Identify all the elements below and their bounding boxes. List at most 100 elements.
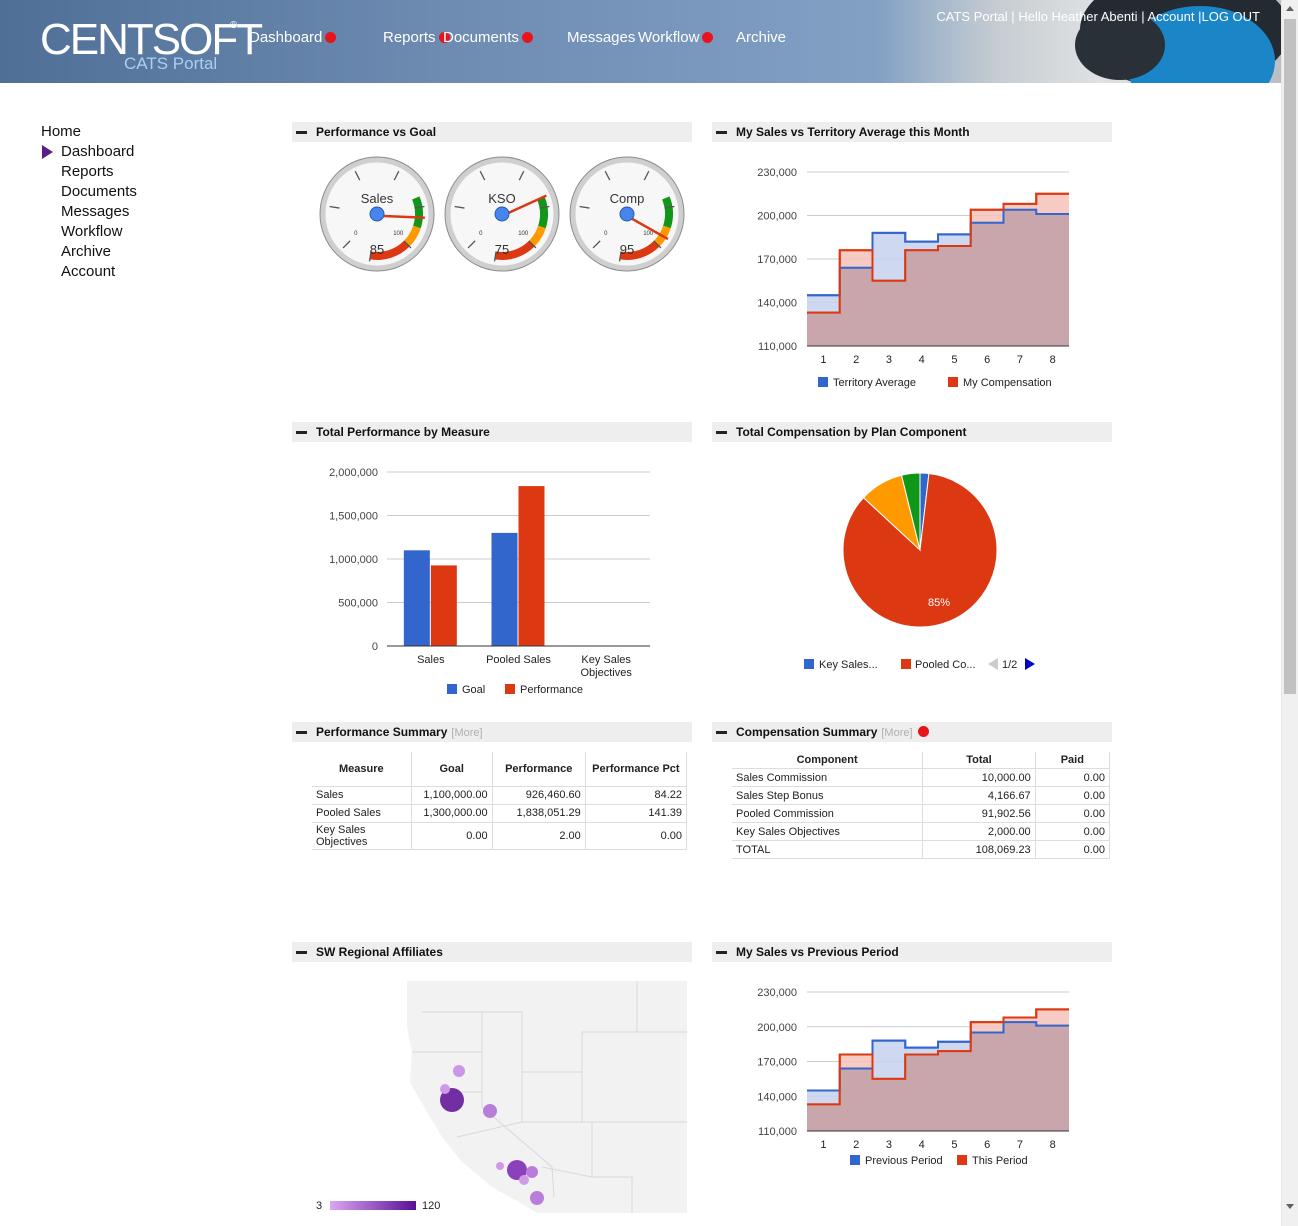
portlet-title: My Sales vs Previous Period [736,945,899,959]
map-ocean [404,981,537,1213]
scrollbar-thumb[interactable] [1284,19,1296,694]
map-marker[interactable] [453,1065,465,1077]
map-marker[interactable] [440,1088,464,1112]
table-cell: Sales Step Bonus [732,786,924,805]
nav-archive[interactable]: Archive [736,29,787,46]
minimize-icon[interactable] [296,951,307,954]
gauge-major-tick [354,170,361,181]
gauge-major-tick [518,170,525,181]
x-tick-label: 8 [1050,1139,1056,1151]
sidebar-item-account[interactable]: Account [61,263,116,280]
minimize-icon[interactable] [716,731,727,734]
minimize-icon[interactable] [716,431,727,434]
logo[interactable]: CENTSOFT [40,15,263,64]
gauge-major-tick [592,240,601,249]
y-tick-label: 110,000 [758,1126,797,1138]
gauge-major-tick [393,170,400,181]
map-marker[interactable] [507,1160,527,1180]
gauges-chart: 0 100 Sales 85 0 100 KSO 75 0 100 Comp 95 [319,156,685,272]
portlet-performance-summary: Performance Summary [More] Measure Goal P… [292,722,692,862]
legend-next-page-icon[interactable] [1025,658,1035,670]
minimize-icon[interactable] [296,431,307,434]
map-marker[interactable] [483,1104,497,1118]
sidebar-item-messages[interactable]: Messages [61,203,130,220]
portal-link[interactable]: CATS Portal [936,9,1008,24]
account-link[interactable]: Account [1147,9,1195,24]
gauge-red-band [369,240,410,260]
minimize-icon[interactable] [296,731,307,734]
table-cell: 91,902.56 [922,804,1036,823]
gauge-min-label: 0 [604,231,608,237]
gauge-major-tick [579,205,590,209]
nav-dashboard[interactable]: Dashboard [249,29,337,46]
sidebar-item-archive[interactable]: Archive [61,243,112,260]
nav-workflow[interactable]: Workflow [638,29,714,46]
table-cell: 4,166.67 [922,786,1036,805]
map-marker[interactable] [519,1175,529,1185]
y-tick-label: 230,000 [757,987,797,999]
column-header[interactable]: Performance Pct [585,752,688,787]
legend-label: Territory Average [833,377,916,389]
map-marker[interactable] [496,1162,504,1170]
nav-documents[interactable]: Documents [443,29,533,46]
minimize-icon[interactable] [716,131,727,134]
sidebar-item-workflow[interactable]: Workflow [61,223,123,240]
sidebar-item-home[interactable]: Home [41,123,82,140]
table-cell: 0.00 [1035,786,1111,805]
y-tick-label: 1,500,000 [329,511,378,523]
x-tick-label: 2 [853,1139,859,1151]
logo-subtitle: CATS Portal [124,54,218,73]
sidebar-item-documents[interactable]: Documents [61,183,137,200]
link-separator: | [1141,9,1145,24]
header-photo [880,0,1281,83]
affiliates-geo-map[interactable]: 3 120 [292,972,692,1222]
performance-summary-table: Measure Goal Performance Performance Pct… [312,752,688,850]
column-header[interactable]: Performance [492,752,586,787]
column-header[interactable]: Component [732,752,924,769]
minimize-icon[interactable] [716,951,727,954]
y-tick-label: 1,000,000 [329,554,378,566]
sidebar-item-reports[interactable]: Reports [61,163,114,180]
gauge-major-tick [342,240,351,249]
minimize-icon[interactable] [296,131,307,134]
x-tick-label: 5 [951,1139,957,1151]
side-menu: Home Dashboard Reports Documents Message… [41,123,137,283]
portlet-territory-chart: My Sales vs Territory Average this Month… [712,122,1112,402]
gauge-major-tick [618,251,622,262]
sidebar-item-dashboard[interactable]: Dashboard [41,143,137,163]
gauge-value: 85 [370,242,384,257]
x-tick-label: 5 [951,354,957,366]
pie-slice [900,472,921,551]
more-link[interactable]: [More] [881,727,913,739]
scroll-up-arrow-icon[interactable] [1286,6,1294,11]
map-scale-min: 3 [316,1200,322,1212]
column-header[interactable]: Goal [411,752,493,787]
nav-messages[interactable]: Messages [567,29,636,46]
gauge-min-label: 0 [479,231,483,237]
legend-label: Pooled Co... [915,659,976,671]
map-marker[interactable] [440,1084,450,1094]
nav-reports[interactable]: Reports [383,29,450,46]
legend-swatch [957,1155,967,1165]
map-marker[interactable] [526,1166,538,1178]
portlet-previous-period-chart: My Sales vs Previous Period 110,000 140,0… [712,942,1112,1222]
portlet-affiliates-map: SW Regional Affiliates [292,942,692,1222]
legend-swatch [901,659,911,669]
more-link[interactable]: [More] [451,727,483,739]
column-header[interactable]: Paid [1035,752,1111,769]
column-header[interactable]: Measure [312,752,412,787]
table-cell: 0.00 [1035,840,1111,859]
alert-dot-icon [438,32,450,43]
gauge-green-band [662,196,673,229]
legend-prev-page-icon[interactable] [988,658,998,670]
gauge-major-tick [493,251,497,262]
x-tick-label: Key Sales [581,654,631,666]
scroll-down-arrow-icon[interactable] [1286,1204,1294,1209]
map-marker[interactable] [530,1191,544,1205]
column-header[interactable]: Total [922,752,1036,769]
x-tick-label: 1 [820,354,826,366]
table-cell: 2,000.00 [922,822,1036,841]
page-scrollbar[interactable] [1281,0,1298,1226]
table-cell: 1,100,000.00 [411,786,493,805]
logout-link[interactable]: LOG OUT [1201,9,1260,24]
